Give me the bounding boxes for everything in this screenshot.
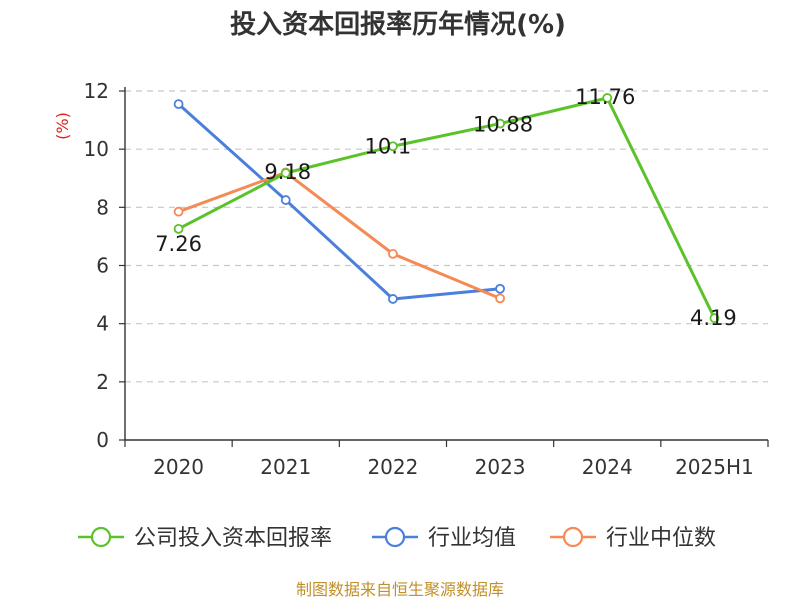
data-point[interactable] <box>280 195 291 205</box>
legend-marker <box>562 526 584 548</box>
legend-item[interactable]: 行业中位数 <box>550 526 716 551</box>
legend-item[interactable]: 公司投入资本回报率 <box>78 526 332 551</box>
data-point[interactable] <box>495 283 505 294</box>
legend-marker <box>384 526 406 548</box>
y-axis-unit-label: (%) <box>53 112 72 140</box>
legend-label: 行业均值 <box>428 526 516 551</box>
data-label: 11.76 <box>575 85 635 109</box>
y-tick-label: 10 <box>84 137 109 161</box>
x-tick-label: 2020 <box>153 455 204 479</box>
y-tick-label: 12 <box>84 79 109 103</box>
data-point[interactable] <box>388 294 398 304</box>
chart-title: 投入资本回报率历年情况(%) <box>230 9 566 40</box>
data-point[interactable] <box>388 141 398 152</box>
data-point[interactable] <box>388 248 398 259</box>
series-line <box>177 96 716 319</box>
data-label: 4.19 <box>690 306 737 330</box>
data-point[interactable] <box>602 93 613 103</box>
x-tick-label: 2023 <box>475 455 526 479</box>
data-point[interactable] <box>173 206 184 217</box>
data-source-note: 制图数据来自恒生聚源数据库 <box>296 580 504 599</box>
axes <box>119 87 769 447</box>
series-line <box>178 170 501 300</box>
legend-item[interactable]: 行业均值 <box>372 526 516 551</box>
grid-lines <box>125 90 768 383</box>
data-labels: 7.26 9.18 10.1 10.88 11.76 4.19 <box>155 85 737 330</box>
data-point[interactable] <box>280 168 291 178</box>
data-label: 10.88 <box>473 113 533 137</box>
y-tick-label: 4 <box>96 312 109 336</box>
data-label: 10.1 <box>365 134 412 158</box>
y-tick-labels: 0 2 4 6 8 10 12 <box>84 79 109 452</box>
x-tick-label: 2021 <box>260 455 311 479</box>
data-point[interactable] <box>495 293 505 304</box>
y-tick-label: 0 <box>96 428 109 452</box>
y-tick-label: 2 <box>96 370 109 394</box>
data-point[interactable] <box>173 99 184 109</box>
x-tick-label: 2025H1 <box>675 455 754 479</box>
data-label: 9.18 <box>264 160 311 184</box>
legend[interactable]: 公司投入资本回报率 行业均值 行业中位数 <box>78 526 716 551</box>
series-lines <box>173 93 720 324</box>
y-tick-label: 6 <box>96 254 109 278</box>
x-tick-labels: 2020 2021 2022 2023 2024 2025H1 <box>153 455 754 479</box>
x-tick-label: 2024 <box>582 455 633 479</box>
legend-marker <box>90 526 112 548</box>
legend-label: 行业中位数 <box>606 526 716 551</box>
data-point[interactable] <box>495 118 505 129</box>
data-label: 7.26 <box>155 232 202 256</box>
data-point[interactable] <box>173 223 184 234</box>
y-tick-label: 8 <box>96 195 109 219</box>
data-point[interactable] <box>709 313 720 324</box>
legend-label: 公司投入资本回报率 <box>134 526 332 551</box>
x-tick-label: 2022 <box>367 455 418 479</box>
series-line <box>177 102 501 301</box>
